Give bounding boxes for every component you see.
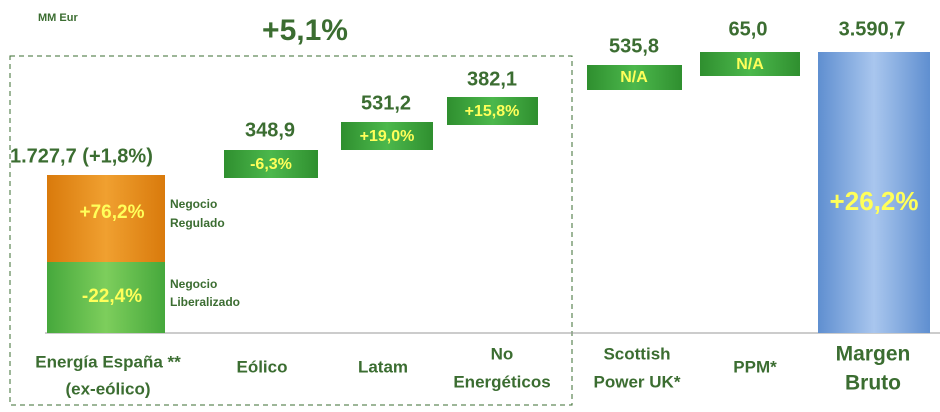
- value: 348,9: [245, 119, 295, 141]
- change: +76,2%: [80, 202, 145, 223]
- category-label: (ex-eólico): [65, 379, 150, 398]
- step-box: [224, 150, 318, 178]
- step-box: [341, 122, 433, 150]
- step-box: [700, 52, 800, 76]
- value: 382,1: [467, 68, 517, 90]
- category-label: Energéticos: [453, 372, 550, 391]
- group-box: [9, 55, 573, 406]
- category-label: PPM*: [733, 357, 777, 376]
- change: +26,2%: [830, 186, 919, 216]
- change: -22,4%: [82, 286, 142, 307]
- change: -6,3%: [250, 156, 292, 173]
- part-label: Liberalizado: [170, 295, 240, 309]
- change: N/A: [620, 69, 648, 86]
- category-label: Power UK*: [594, 372, 681, 391]
- value: 531,2: [361, 92, 411, 114]
- group-change: +5,1%: [262, 14, 348, 47]
- value: 1.727,7 (+1,8%): [10, 145, 153, 167]
- category-label: Bruto: [845, 372, 901, 395]
- step-box: [447, 97, 538, 125]
- category-label: Energía España **: [35, 352, 181, 371]
- part-label: Regulado: [170, 216, 225, 230]
- category-label: Eólico: [236, 357, 287, 376]
- unit: MM Eur: [38, 12, 78, 24]
- change: N/A: [736, 56, 764, 73]
- bar-total: [818, 52, 930, 333]
- bar-regulated: [47, 175, 165, 262]
- category-label: Latam: [358, 357, 408, 376]
- category-label: Margen: [836, 343, 911, 366]
- step-box: [587, 65, 682, 90]
- part-label: Negocio: [170, 197, 217, 211]
- change: +15,8%: [465, 103, 520, 120]
- value: 65,0: [729, 18, 768, 40]
- category-label: No: [491, 344, 514, 363]
- category-label: Scottish: [603, 344, 670, 363]
- change: +19,0%: [360, 128, 415, 145]
- bar-liberalized: [47, 262, 165, 333]
- value: 3.590,7: [839, 18, 906, 40]
- part-label: Negocio: [170, 277, 217, 291]
- value: 535,8: [609, 35, 659, 57]
